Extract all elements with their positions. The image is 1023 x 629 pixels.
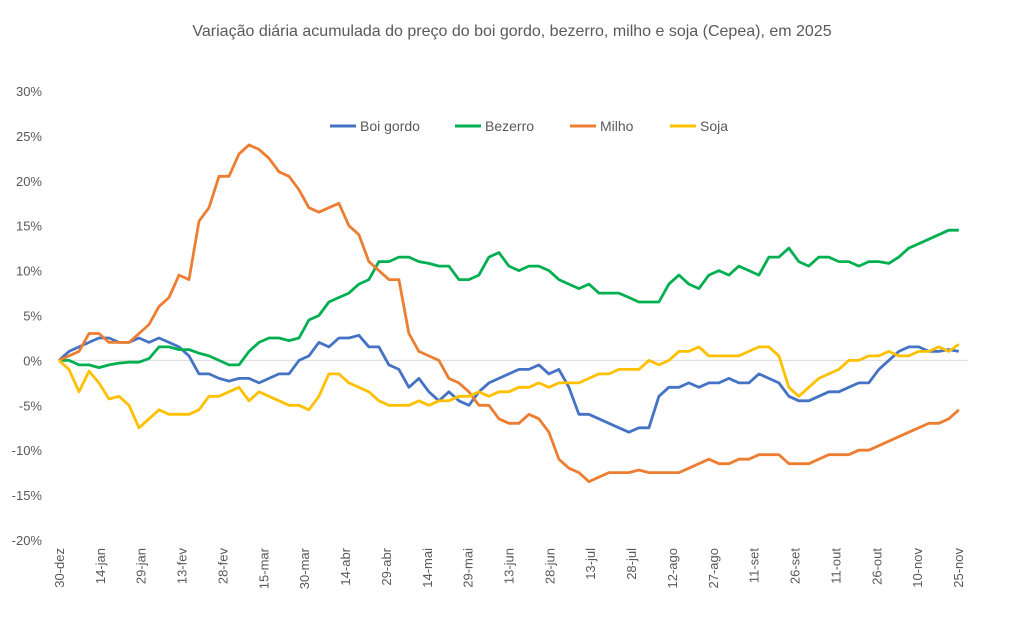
x-tick-label: 10-nov (910, 548, 925, 588)
y-tick-label: 5% (23, 309, 42, 324)
x-tick-label: 29-jan (134, 548, 149, 584)
x-tick-label: 15-mar (256, 547, 271, 589)
y-tick-label: 10% (16, 264, 42, 279)
x-tick-label: 28-jun (542, 548, 557, 584)
x-tick-label: 13-fev (175, 548, 190, 585)
series-line-bezerro (59, 228, 959, 370)
legend-item: Soja (670, 118, 728, 134)
x-tick-label: 26-out (869, 548, 884, 585)
x-tick-label: 14-abr (338, 547, 353, 585)
x-tick-label: 30-dez (52, 548, 67, 588)
x-tick-label: 11-set (747, 548, 762, 584)
legend-label: Milho (600, 118, 634, 134)
y-tick-label: -15% (12, 488, 43, 503)
y-tick-label: 20% (16, 174, 42, 189)
series-line-milho (58, 143, 960, 484)
series-line-soja (58, 343, 960, 430)
x-tick-label: 27-ago (706, 548, 721, 588)
y-tick-label: 25% (16, 129, 42, 144)
legend-label: Boi gordo (360, 118, 420, 134)
x-tick-label: 30-mar (297, 547, 312, 589)
legend-item: Bezerro (455, 118, 534, 134)
series-line-boi-gordo (58, 333, 960, 434)
x-tick-label: 29-mai (461, 548, 476, 588)
y-tick-label: -20% (12, 533, 43, 548)
x-tick-label: 28-jul (624, 548, 639, 580)
legend-label: Bezerro (485, 118, 534, 134)
y-tick-label: -5% (19, 398, 43, 413)
x-tick-label: 25-nov (951, 548, 966, 588)
chart-title: Variação diária acumulada do preço do bo… (192, 23, 831, 40)
y-tick-label: -10% (12, 443, 43, 458)
legend-item: Milho (570, 118, 634, 134)
y-tick-label: 0% (23, 353, 42, 368)
x-tick-label: 11-out (828, 548, 843, 584)
y-tick-label: 30% (16, 84, 42, 99)
x-tick-label: 12-ago (665, 548, 680, 588)
legend-label: Soja (700, 118, 728, 134)
y-tick-label: 15% (16, 219, 42, 234)
x-tick-label: 14-mai (420, 548, 435, 588)
x-tick-label: 29-abr (379, 547, 394, 585)
x-tick-label: 28-fev (215, 548, 230, 585)
x-tick-label: 14-jan (93, 548, 108, 584)
x-tick-label: 13-jun (502, 548, 517, 584)
x-tick-label: 13-jul (583, 548, 598, 580)
x-tick-label: 26-set (788, 548, 803, 585)
legend-item: Boi gordo (330, 118, 420, 134)
